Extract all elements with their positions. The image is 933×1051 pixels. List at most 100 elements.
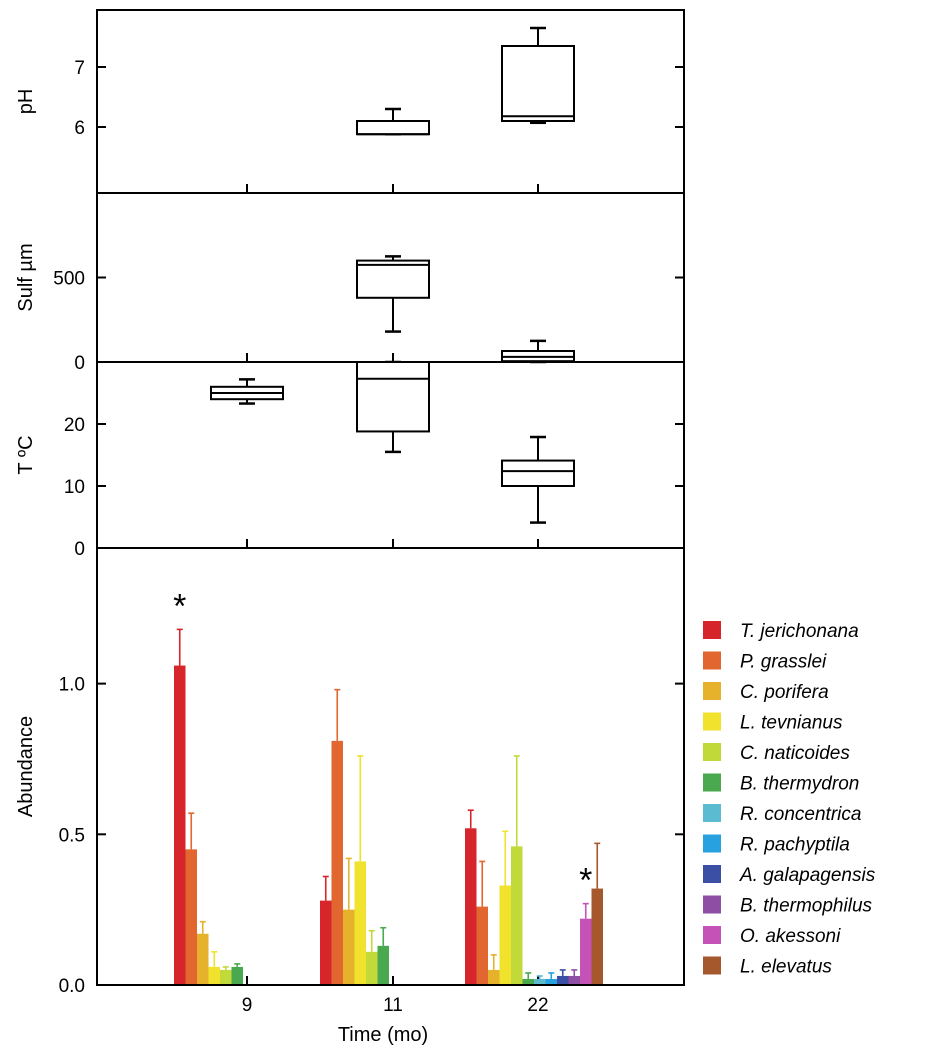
bar [174, 665, 186, 985]
legend-label: R. concentrica [740, 804, 861, 825]
legend-label: O. akessoni [740, 926, 841, 947]
bar [208, 966, 220, 985]
box-ph-22 [501, 26, 575, 125]
bar [231, 966, 243, 985]
bar [320, 900, 332, 985]
panels-layer: pH 6 7 Sulf µm 0 500 T ºC 0 10 20 Abundance 0.0 0.5 1… [15, 9, 685, 1016]
box-iqr [501, 459, 575, 487]
y-axis-title: pH [15, 89, 37, 115]
box-sulf-22 [501, 339, 575, 364]
legend-label: P. grasslei [740, 652, 827, 673]
series-a-galapagensis [557, 969, 569, 985]
bar [499, 885, 511, 985]
legend-item: L. elevatus [703, 956, 832, 978]
legend-label: T. jerichonana [740, 621, 859, 642]
legend-item: A. galapagensis [703, 865, 876, 886]
legend-swatch [703, 773, 721, 792]
legend-swatch [703, 804, 721, 822]
legend-item: O. akessoni [703, 926, 841, 947]
legend-label: B. thermydron [740, 774, 859, 795]
series-l-elevatus [591, 842, 603, 985]
bar [366, 951, 378, 985]
legend-label: R. pachyptila [740, 835, 850, 856]
legend-swatch [703, 621, 721, 639]
series-b-thermydron [231, 926, 534, 985]
legend-label: L. tevnianus [740, 713, 843, 734]
y-tick-label: 10 [64, 477, 85, 498]
y-tick-label: 500 [53, 269, 85, 290]
bar [220, 969, 232, 985]
bar [331, 740, 343, 985]
x-axis-title: Time (mo) [338, 1024, 428, 1046]
legend-label: C. porifera [740, 682, 829, 703]
legend-swatch [703, 834, 721, 853]
bar [511, 846, 523, 985]
bar [557, 975, 569, 985]
legend-item: C. porifera [703, 682, 829, 703]
bar [197, 933, 209, 985]
bar [377, 945, 389, 985]
box-ph-11 [356, 107, 430, 136]
bar [343, 909, 355, 985]
legend-item: B. thermophilus [703, 895, 873, 917]
bar [545, 978, 557, 985]
legend-item: R. pachyptila [703, 834, 850, 856]
legend-swatch [703, 682, 721, 700]
series-b-thermophilus [568, 969, 580, 985]
bar [568, 975, 580, 985]
legend-swatch [703, 926, 721, 944]
y-tick-label: 0 [74, 353, 85, 374]
series-r-concentrica [534, 975, 546, 985]
series-c-naticoides [220, 755, 523, 985]
legend-swatch [703, 651, 721, 670]
legend-swatch [703, 743, 721, 761]
y-axis-title: Sulf µm [15, 243, 37, 311]
bar [580, 918, 592, 985]
legend-item: R. concentrica [703, 804, 861, 825]
legend: T. jerichonana P. grasslei C. porifera L. t… [703, 621, 876, 978]
legend-swatch [703, 895, 721, 914]
legend-item: T. jerichonana [703, 621, 859, 642]
legend-item: B. thermydron [703, 773, 859, 795]
y-tick-label: 0.0 [59, 976, 85, 997]
legend-swatch [703, 712, 721, 731]
panel-frame [96, 9, 685, 194]
y-tick-label: 20 [64, 415, 85, 436]
x-tick-label: 9 [242, 995, 253, 1016]
y-tick-label: 0.5 [59, 825, 85, 846]
box-iqr [356, 361, 430, 433]
bar [488, 969, 500, 985]
x-tick-label: 22 [527, 995, 548, 1016]
legend-item: C. naticoides [703, 743, 850, 764]
bar [534, 978, 546, 985]
legend-label: L. elevatus [740, 957, 832, 978]
significance-star: * [579, 862, 592, 900]
series-o-akessoni [580, 902, 592, 985]
box-iqr [356, 259, 430, 299]
box-temp-9 [210, 378, 284, 405]
y-tick-label: 0 [74, 539, 85, 560]
bar [354, 861, 366, 985]
box-temp-11 [356, 360, 430, 454]
panel-temp: T ºC 0 10 20 [15, 360, 685, 560]
bar [476, 906, 488, 985]
y-tick-label: 6 [74, 118, 85, 139]
box-iqr [501, 45, 575, 122]
series-c-porifera [197, 857, 500, 985]
box-sulf-11 [356, 255, 430, 333]
panel-abundance: Abundance 0.0 0.5 1.0 9 11 22 * * [15, 547, 685, 1016]
series-p-grasslei [185, 688, 488, 985]
y-tick-label: 7 [74, 58, 85, 79]
legend-swatch [703, 865, 721, 883]
panel-ph: pH 6 7 [15, 9, 685, 194]
series-t-jerichonana [174, 628, 477, 985]
box-iqr [356, 120, 430, 136]
x-tick-label: 11 [383, 995, 403, 1016]
box-temp-22 [501, 435, 575, 524]
bar [465, 828, 477, 985]
series-l-tevnianus [208, 755, 511, 985]
legend-swatch [703, 956, 721, 975]
legend-item: L. tevnianus [703, 712, 843, 734]
significance-star: * [173, 587, 186, 625]
